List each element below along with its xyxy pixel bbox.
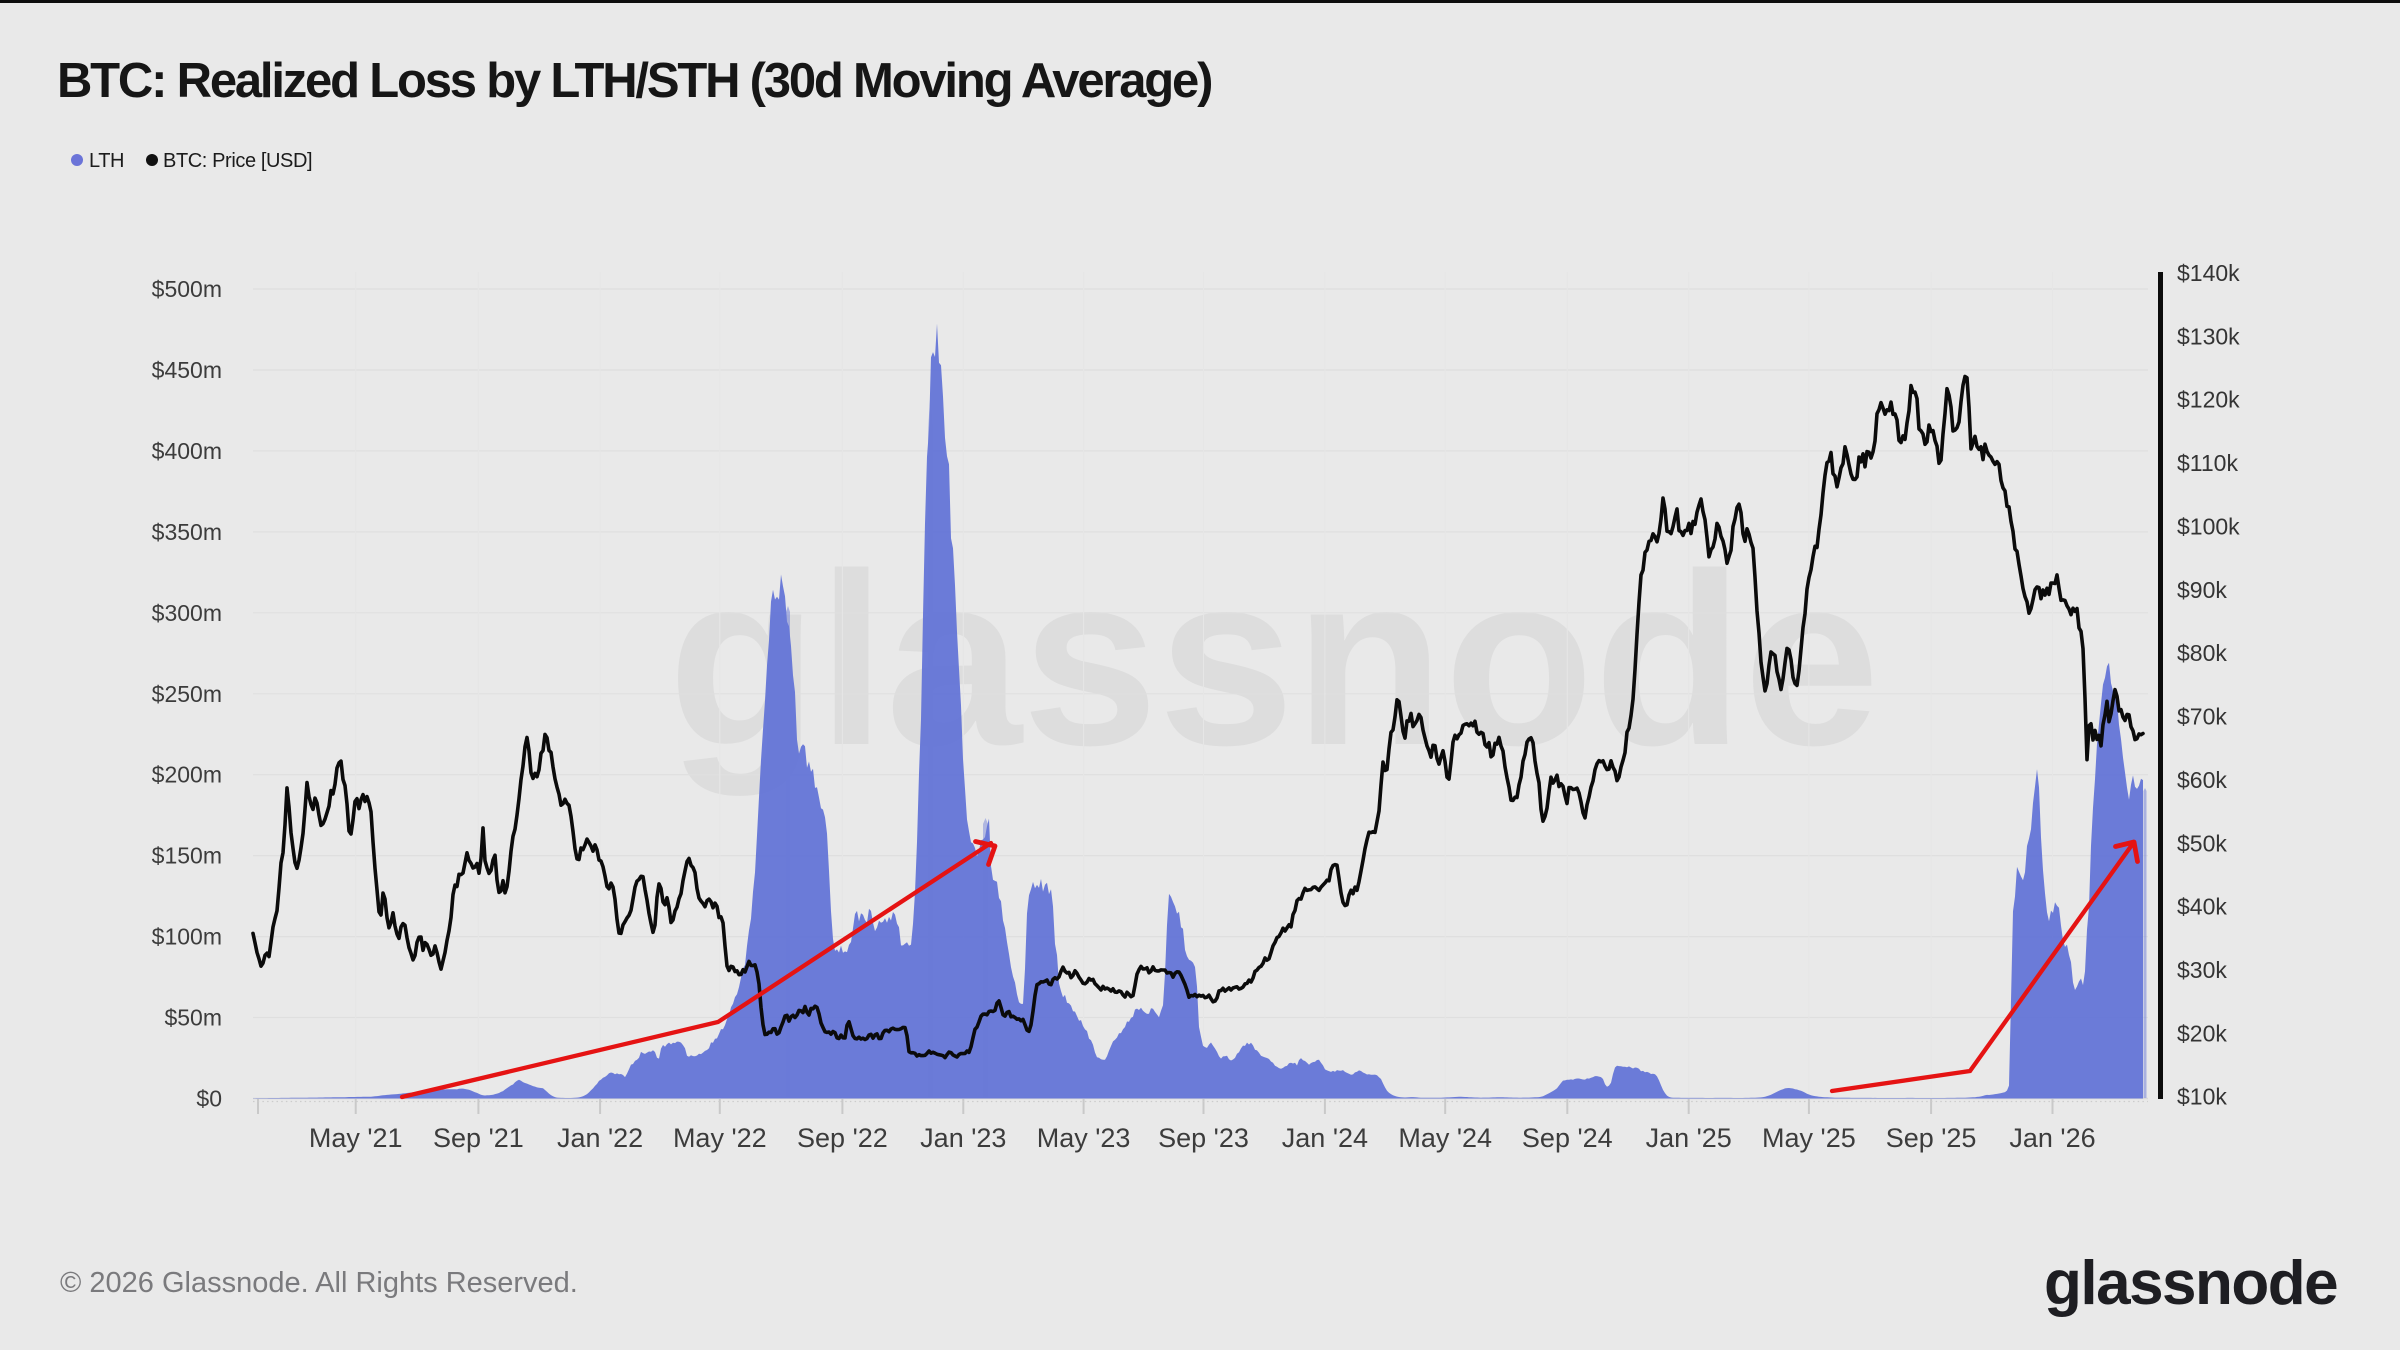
svg-text:$150m: $150m [152,843,222,869]
svg-text:$110k: $110k [2177,450,2238,476]
svg-text:$120k: $120k [2177,387,2240,413]
svg-text:$50k: $50k [2177,830,2227,856]
svg-text:© 2026 Glassnode. All Rights R: © 2026 Glassnode. All Rights Reserved. [60,1267,578,1299]
svg-text:$350m: $350m [152,519,222,545]
svg-text:$200m: $200m [152,762,222,788]
svg-text:glassnode: glassnode [2044,1249,2337,1318]
svg-text:May '25: May '25 [1762,1123,1856,1153]
svg-text:Jan '23: Jan '23 [920,1123,1006,1153]
svg-text:Jan '24: Jan '24 [1282,1123,1368,1153]
svg-text:$10k: $10k [2177,1084,2227,1110]
svg-text:$0: $0 [196,1086,222,1112]
svg-text:May '23: May '23 [1037,1123,1131,1153]
svg-text:$450m: $450m [152,357,222,383]
svg-text:May '24: May '24 [1398,1123,1492,1153]
svg-text:May '22: May '22 [673,1123,767,1153]
svg-text:$80k: $80k [2177,640,2227,666]
svg-text:LTH: LTH [89,150,124,172]
svg-text:Jan '22: Jan '22 [557,1123,643,1153]
svg-text:BTC: Price [USD]: BTC: Price [USD] [163,150,312,172]
svg-text:$100m: $100m [152,924,222,950]
svg-text:$300m: $300m [152,600,222,626]
svg-text:glassnode: glassnode [668,522,1880,796]
svg-text:$140k: $140k [2177,260,2240,286]
svg-text:$130k: $130k [2177,323,2240,349]
svg-text:Sep '23: Sep '23 [1158,1123,1249,1153]
svg-text:Jan '26: Jan '26 [2009,1123,2095,1153]
svg-text:$20k: $20k [2177,1020,2227,1046]
svg-text:$400m: $400m [152,438,222,464]
svg-text:$60k: $60k [2177,767,2227,793]
svg-text:$250m: $250m [152,681,222,707]
svg-text:Sep '22: Sep '22 [797,1123,888,1153]
svg-text:$100k: $100k [2177,514,2240,540]
svg-text:$90k: $90k [2177,577,2227,603]
svg-text:$40k: $40k [2177,894,2227,920]
svg-text:Sep '24: Sep '24 [1522,1123,1613,1153]
svg-text:May '21: May '21 [309,1123,403,1153]
svg-text:$30k: $30k [2177,957,2227,983]
svg-text:$500m: $500m [152,276,222,302]
svg-text:$70k: $70k [2177,704,2227,730]
svg-text:Jan '25: Jan '25 [1646,1123,1732,1153]
svg-text:Sep '21: Sep '21 [433,1123,524,1153]
svg-text:Sep '25: Sep '25 [1886,1123,1977,1153]
svg-text:BTC: Realized Loss by LTH/STH: BTC: Realized Loss by LTH/STH (30d Movin… [57,54,1211,108]
svg-text:$50m: $50m [164,1005,222,1031]
